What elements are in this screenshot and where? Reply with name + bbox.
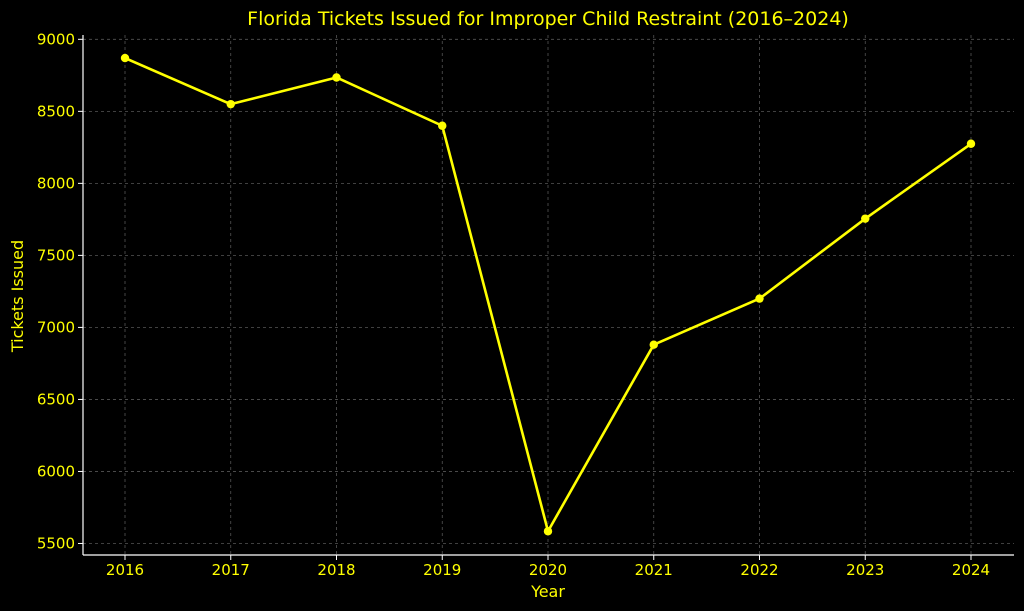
- y-axis-label: Tickets Issued: [8, 240, 27, 353]
- x-tick-label: 2021: [635, 561, 673, 579]
- grid-lines: [83, 35, 1014, 555]
- y-tick-label: 5500: [37, 534, 75, 552]
- chart-title: Florida Tickets Issued for Improper Chil…: [247, 8, 849, 30]
- x-tick-label: 2019: [423, 561, 461, 579]
- y-tick-label: 7500: [37, 246, 75, 264]
- y-tick-label: 6000: [37, 462, 75, 480]
- data-point: [649, 340, 658, 349]
- data-point: [226, 99, 235, 109]
- data-point: [966, 139, 976, 148]
- y-tick-label: 9000: [37, 30, 75, 48]
- data-point: [861, 214, 870, 223]
- y-tick-label: 6500: [37, 390, 75, 408]
- data-point: [755, 294, 764, 303]
- x-tick-label: 2017: [212, 561, 250, 579]
- x-axis-ticks: 2016 2017 2018 2019 2020 2021 2022 2023 2024: [106, 555, 990, 579]
- x-tick-label: 2022: [740, 561, 778, 579]
- y-tick-label: 8000: [37, 174, 75, 192]
- x-tick-label: 2024: [952, 561, 990, 579]
- x-axis-label: Year: [530, 582, 565, 601]
- series-group: [120, 53, 976, 536]
- data-point: [543, 527, 553, 536]
- data-point: [120, 53, 130, 63]
- data-point: [438, 121, 447, 130]
- y-axis-ticks: 5500 6000 6500 7000 7500 8000 8500 9000: [37, 30, 83, 552]
- x-tick-label: 2023: [846, 561, 884, 579]
- data-point: [332, 73, 341, 82]
- y-tick-label: 8500: [37, 102, 75, 120]
- x-tick-label: 2018: [317, 561, 355, 579]
- x-tick-label: 2016: [106, 561, 144, 579]
- x-tick-label: 2020: [529, 561, 567, 579]
- y-tick-label: 7000: [37, 318, 75, 336]
